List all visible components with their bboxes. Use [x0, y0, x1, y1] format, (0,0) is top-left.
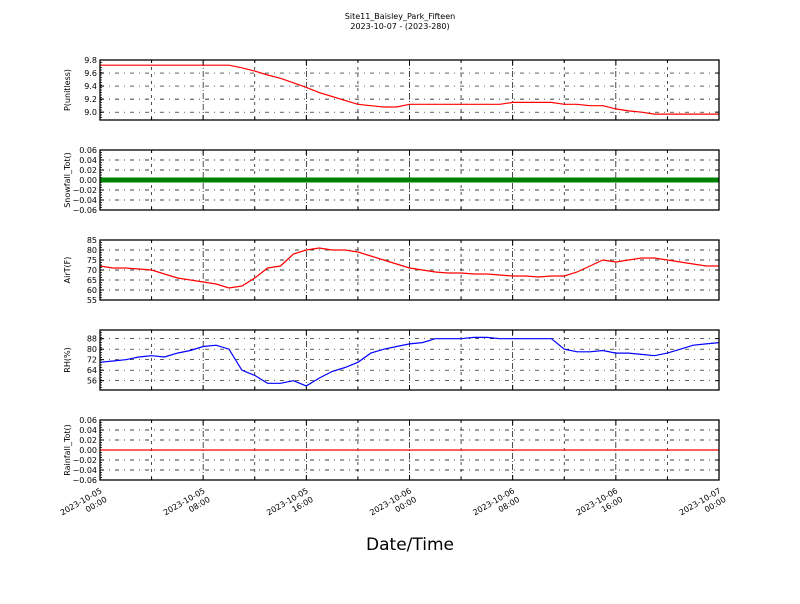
y-tick-label: 60 [87, 286, 97, 295]
plot-frame [99, 239, 720, 301]
y-tick-label: 9.0 [84, 108, 97, 117]
y-tick-label: 72 [87, 356, 97, 365]
y-tick-label: 0.04 [79, 156, 97, 165]
y-tick-label: 75 [87, 256, 97, 265]
x-axis-label: Date/Time [366, 535, 454, 555]
y-tick-label: 0.00 [79, 446, 97, 455]
plot-frame [99, 419, 720, 481]
y-tick-label: 9.8 [84, 56, 97, 65]
y-tick-label: 70 [87, 266, 97, 275]
y-tick-label: 0.02 [79, 436, 97, 445]
panel-4: −0.06−0.04−0.020.000.020.040.06 Rainfall_… [63, 416, 720, 485]
series-line [100, 64, 719, 115]
y-tick-label: 80 [87, 345, 97, 354]
y-tick-label: 9.4 [84, 82, 97, 91]
y-tick-label: 0.00 [79, 176, 97, 185]
y-tick-label: −0.04 [72, 466, 97, 475]
series-line [99, 336, 720, 387]
y-axis-label: AirT(F) [63, 257, 72, 284]
y-tick-label: −0.02 [72, 186, 97, 195]
y-tick-label: −0.06 [72, 476, 97, 485]
y-axis-label: RH(%) [63, 347, 72, 372]
y-axis-label: Snowfall_Tot() [63, 152, 72, 208]
y-tick-label: 85 [87, 236, 97, 245]
y-tick-label: 56 [87, 377, 97, 386]
y-tick-label: 0.02 [79, 166, 97, 175]
chart-title: Site11_Baisley_Park_Fifteen [345, 12, 455, 21]
y-tick-label: 80 [87, 246, 97, 255]
plot-frame [99, 59, 720, 121]
y-tick-label: 9.6 [84, 69, 97, 78]
series-line [99, 247, 719, 289]
y-tick-label: 0.06 [79, 146, 97, 155]
y-axis-label: Rainfall_Tot() [63, 424, 72, 476]
panel-1: −0.06−0.04−0.020.000.020.040.06 Snowfall_… [63, 146, 720, 215]
y-tick-label: 0.06 [79, 416, 97, 425]
y-tick-label: 64 [87, 366, 97, 375]
y-tick-label: 65 [87, 276, 97, 285]
y-tick-label: −0.04 [72, 196, 97, 205]
chart-subtitle: 2023-10-07 - (2023-280) [350, 22, 449, 31]
panel-0: 9.0 9.2 9.4 9.6 9.8 P(unitless) [63, 56, 720, 121]
y-axis-label: P(unitless) [63, 69, 72, 111]
y-tick-label: 88 [87, 335, 97, 344]
plot-frame [99, 329, 720, 391]
y-tick-label: 55 [87, 296, 97, 305]
plot-frame [99, 149, 720, 211]
y-tick-label: 0.04 [79, 426, 97, 435]
y-tick-label: −0.02 [72, 456, 97, 465]
y-tick-label: −0.06 [72, 206, 97, 215]
y-tick-label: 9.2 [84, 95, 97, 104]
